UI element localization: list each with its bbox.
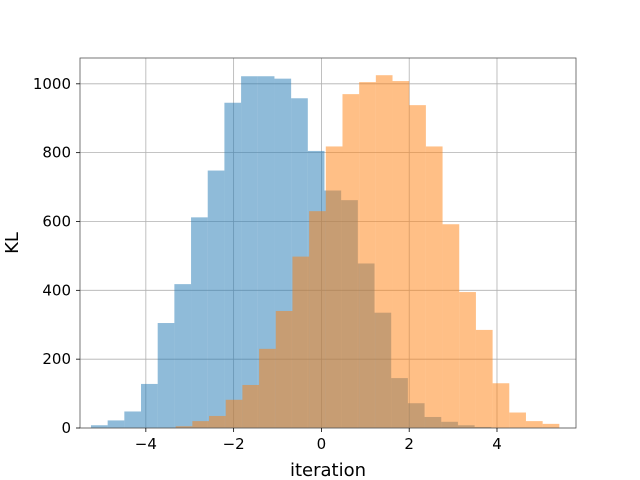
histogram-bar (259, 348, 276, 428)
y-tick-label: 1000 (33, 75, 71, 93)
plot-frame (79, 57, 577, 429)
y-tick-label: 400 (42, 281, 71, 299)
histogram-bar (442, 224, 460, 428)
histogram-bar (90, 425, 108, 428)
x-tick-label: 0 (317, 435, 327, 453)
x-tick-label: 4 (492, 435, 502, 453)
histogram-bar (342, 94, 360, 429)
y-tick-label: 0 (61, 419, 71, 437)
histogram-bar (392, 81, 410, 429)
x-tick-label: 2 (404, 435, 414, 453)
histogram-bar (207, 170, 225, 429)
histogram-bar (475, 329, 493, 428)
histogram-bar (425, 146, 443, 428)
histogram-series-2 (175, 75, 560, 429)
y-tick-label: 600 (42, 212, 71, 230)
histogram-bar (309, 211, 326, 428)
histogram-bar (224, 102, 242, 428)
histogram-bar (191, 217, 208, 428)
histogram-bar (409, 105, 426, 428)
histogram-bar (175, 426, 193, 428)
histogram-bar (192, 421, 210, 428)
histogram-bar (209, 415, 226, 428)
histogram-bar (525, 421, 543, 428)
x-axis-label: iteration (290, 460, 366, 480)
axis-ticks: −4 −2 0 2 4 0 200 400 600 800 1000 (33, 75, 502, 453)
histogram-bar (141, 383, 158, 428)
histogram-bar (174, 284, 192, 428)
histogram-bar (241, 76, 258, 429)
histogram-bar (157, 323, 175, 428)
histogram-bar (242, 384, 260, 428)
histogram-bar (124, 411, 142, 428)
histogram-bar (107, 420, 125, 428)
histogram-bar (509, 412, 526, 428)
histogram-bar (257, 76, 275, 429)
histogram-bars (90, 75, 560, 429)
y-tick-label: 800 (42, 144, 71, 162)
histogram-bar (375, 75, 393, 429)
histogram-bar (292, 256, 310, 428)
x-tick-label: −2 (223, 435, 245, 453)
y-axis-label: KL (2, 232, 23, 254)
histogram-bar (492, 383, 510, 428)
y-tick-label: 200 (42, 350, 71, 368)
histogram-bar (225, 399, 243, 428)
histogram-bar (325, 146, 343, 428)
x-tick-label: −4 (135, 435, 157, 453)
histogram-bar (359, 82, 376, 429)
histogram-bar (459, 292, 476, 428)
histogram-bar (275, 310, 293, 428)
histogram-bar (542, 423, 560, 428)
